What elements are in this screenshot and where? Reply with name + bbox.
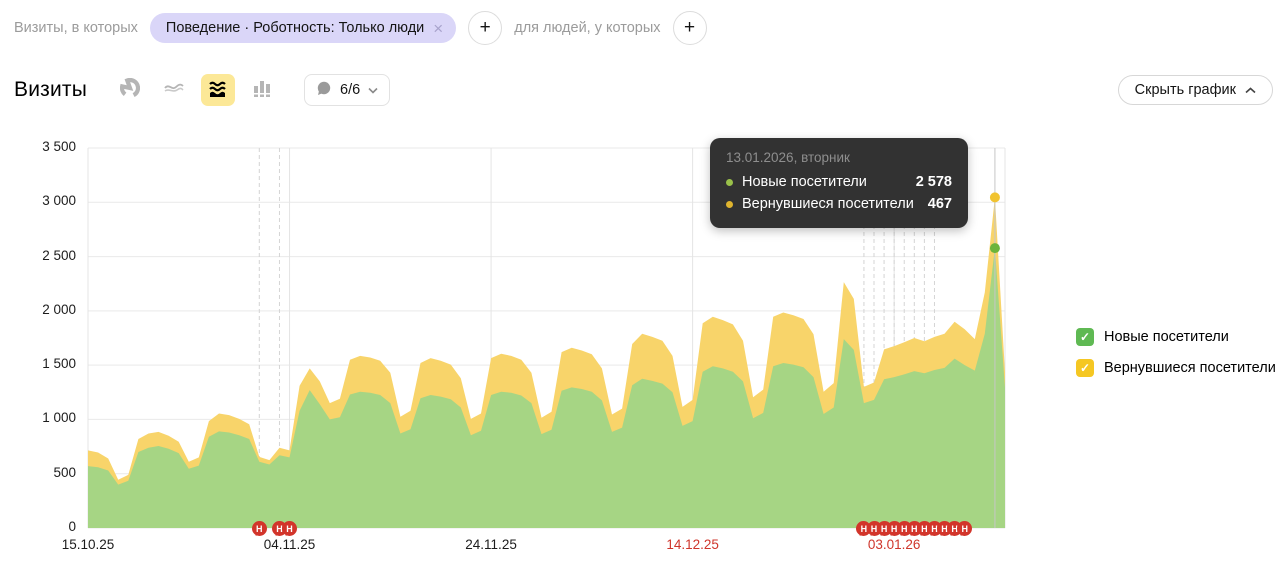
x-axis-label: 14.12.25 (666, 537, 719, 552)
column-chart-icon (252, 78, 272, 103)
add-people-condition-button[interactable]: + (672, 11, 707, 45)
tooltip-row-returning-visitors: Вернувшиеся посетители 467 (726, 196, 952, 212)
close-icon[interactable]: × (433, 18, 444, 38)
y-axis-label: 1 000 (42, 410, 76, 426)
chart-header: Визиты (14, 72, 1273, 108)
line-chart-icon (163, 78, 185, 103)
y-axis-label: 3 000 (42, 193, 76, 209)
legend-label: Новые посетители (1104, 329, 1229, 345)
y-axis-label: 0 (68, 519, 76, 534)
chart-tooltip: 13.01.2026, вторник Новые посетители 2 5… (710, 138, 968, 228)
legend-item-returning-visitors[interactable]: ✓ Вернувшиеся посетители (1076, 359, 1276, 377)
hide-chart-label: Скрыть график (1134, 82, 1236, 98)
stacked-area-chart-type-button[interactable] (201, 74, 236, 106)
chart-legend: ✓ Новые посетители ✓ Вернувшиеся посетит… (1076, 328, 1276, 390)
pie-chart-type-button[interactable] (113, 74, 147, 106)
x-axis-label: 24.11.25 (465, 537, 517, 552)
stacked-area-chart-icon (208, 78, 228, 103)
chevron-up-icon (1245, 82, 1256, 98)
hide-chart-button[interactable]: Скрыть график (1117, 75, 1273, 105)
holiday-marker-badge[interactable]: Н (957, 521, 973, 536)
y-axis-label: 1 500 (42, 356, 76, 372)
tooltip-date: 13.01.2026, вторник (726, 150, 850, 165)
visits-in-which-label: Визиты, в которых (14, 20, 138, 36)
line-chart-type-button[interactable] (157, 74, 191, 106)
pie-chart-icon (119, 77, 141, 103)
tooltip-value: 467 (927, 196, 952, 212)
legend-label: Вернувшиеся посетители (1104, 360, 1276, 376)
filter-chip-robots[interactable]: Поведение · Роботность: Только люди × (149, 13, 457, 43)
add-visit-condition-button[interactable]: + (468, 11, 503, 45)
tooltip-row-new-visitors: Новые посетители 2 578 (726, 174, 952, 190)
segment-filter-bar: Визиты, в которых Поведение · Роботность… (14, 11, 707, 45)
comment-bubble-icon (316, 81, 332, 100)
page-title: Визиты (14, 78, 88, 101)
holiday-marker-badge[interactable]: Н (251, 521, 267, 536)
checkbox-checked-icon[interactable]: ✓ (1076, 328, 1094, 346)
y-axis-label: 2 000 (42, 301, 76, 317)
tooltip-label: Вернувшиеся посетители (742, 196, 914, 212)
filter-chip-label: Поведение · Роботность: Только люди (165, 20, 425, 36)
x-axis-label: 04.11.25 (263, 537, 316, 552)
checkbox-checked-icon[interactable]: ✓ (1076, 359, 1094, 377)
comments-dropdown[interactable]: 6/6 (304, 74, 391, 106)
for-people-label: для людей, у которых (514, 20, 661, 36)
comments-count: 6/6 (340, 82, 361, 98)
holiday-marker-badge[interactable]: Н (282, 521, 298, 536)
chevron-down-icon (368, 82, 378, 98)
y-axis-label: 500 (53, 464, 76, 480)
y-axis-label: 2 500 (42, 247, 76, 263)
tooltip-value: 2 578 (915, 174, 952, 190)
green-dot-icon (726, 178, 733, 186)
legend-item-new-visitors[interactable]: ✓ Новые посетители (1076, 328, 1276, 346)
yellow-dot-icon (726, 200, 733, 208)
tooltip-label: Новые посетители (742, 174, 867, 190)
column-chart-type-button[interactable] (245, 74, 279, 106)
x-axis-label: 03.01.26 (867, 537, 921, 552)
y-axis-label: 3 500 (42, 139, 76, 154)
x-axis-label: 15.10.25 (61, 537, 115, 552)
